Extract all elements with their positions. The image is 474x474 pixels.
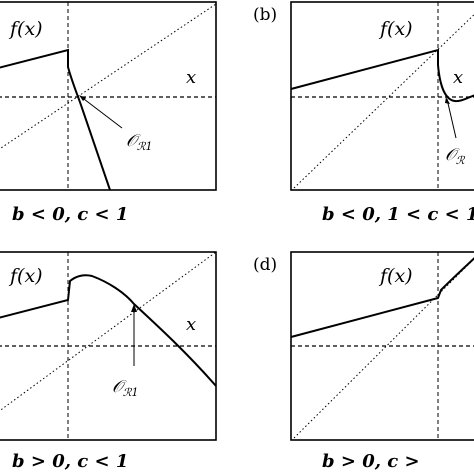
panel-b-point-subscript: ℛ — [456, 154, 466, 167]
panel-b-pointer-line — [446, 98, 457, 139]
panel-d: f(x) — [290, 251, 474, 441]
panel-c-diagonal-line — [0, 251, 217, 412]
panel-b-point-label: 𝒪ℛ — [445, 145, 466, 167]
panel-c-point-label: 𝒪ℛ1 — [112, 377, 139, 399]
panel-c-pointer-arrow — [131, 304, 137, 312]
panel-b-map-curve — [290, 48, 474, 103]
panel-c-x-label: x — [186, 314, 196, 335]
panel-b-x-label: x — [453, 67, 463, 88]
panel-a-map-curve — [0, 48, 111, 191]
panel-a-fx-label: f(x) — [8, 18, 43, 40]
panel-b: f(x) x 𝒪ℛ — [290, 1, 474, 191]
panel-a-caption: b < 0, c < 1 — [12, 204, 128, 225]
panel-c-caption: b > 0, c < 1 — [12, 451, 128, 472]
panel-c-frame — [0, 251, 217, 441]
panel-c-map-curve — [0, 274, 217, 387]
panel-b-pointer-arrow — [445, 97, 450, 104]
panel-d-fx-label: f(x) — [378, 265, 413, 287]
panel-b-frame — [290, 1, 474, 191]
panel-b-letter: (b) — [253, 5, 277, 25]
panel-a-pointer-line — [79, 95, 123, 129]
panel-d-letter: (d) — [253, 255, 277, 275]
panel-a-x-label: x — [186, 67, 196, 88]
panel-d-map-curve — [290, 257, 474, 338]
panel-d-caption: b > 0, c > — [322, 451, 420, 472]
panel-a-frame — [0, 1, 217, 191]
panel-a-pointer-arrow — [79, 95, 86, 101]
panel-b-diagonal-line — [293, 14, 474, 189]
panel-c: f(x) x 𝒪ℛ1 — [0, 251, 217, 441]
panel-a-point-label: 𝒪ℛ1 — [126, 131, 153, 153]
panel-c-fx-label: f(x) — [8, 265, 43, 287]
panel-c-point-subscript: ℛ1 — [123, 386, 139, 399]
panel-a: f(x) x 𝒪ℛ1 — [0, 1, 217, 191]
panel-b-fx-label: f(x) — [378, 18, 413, 40]
panel-b-caption: b < 0, 1 < c < 1 — [322, 204, 474, 225]
panel-a-point-subscript: ℛ1 — [137, 140, 153, 153]
